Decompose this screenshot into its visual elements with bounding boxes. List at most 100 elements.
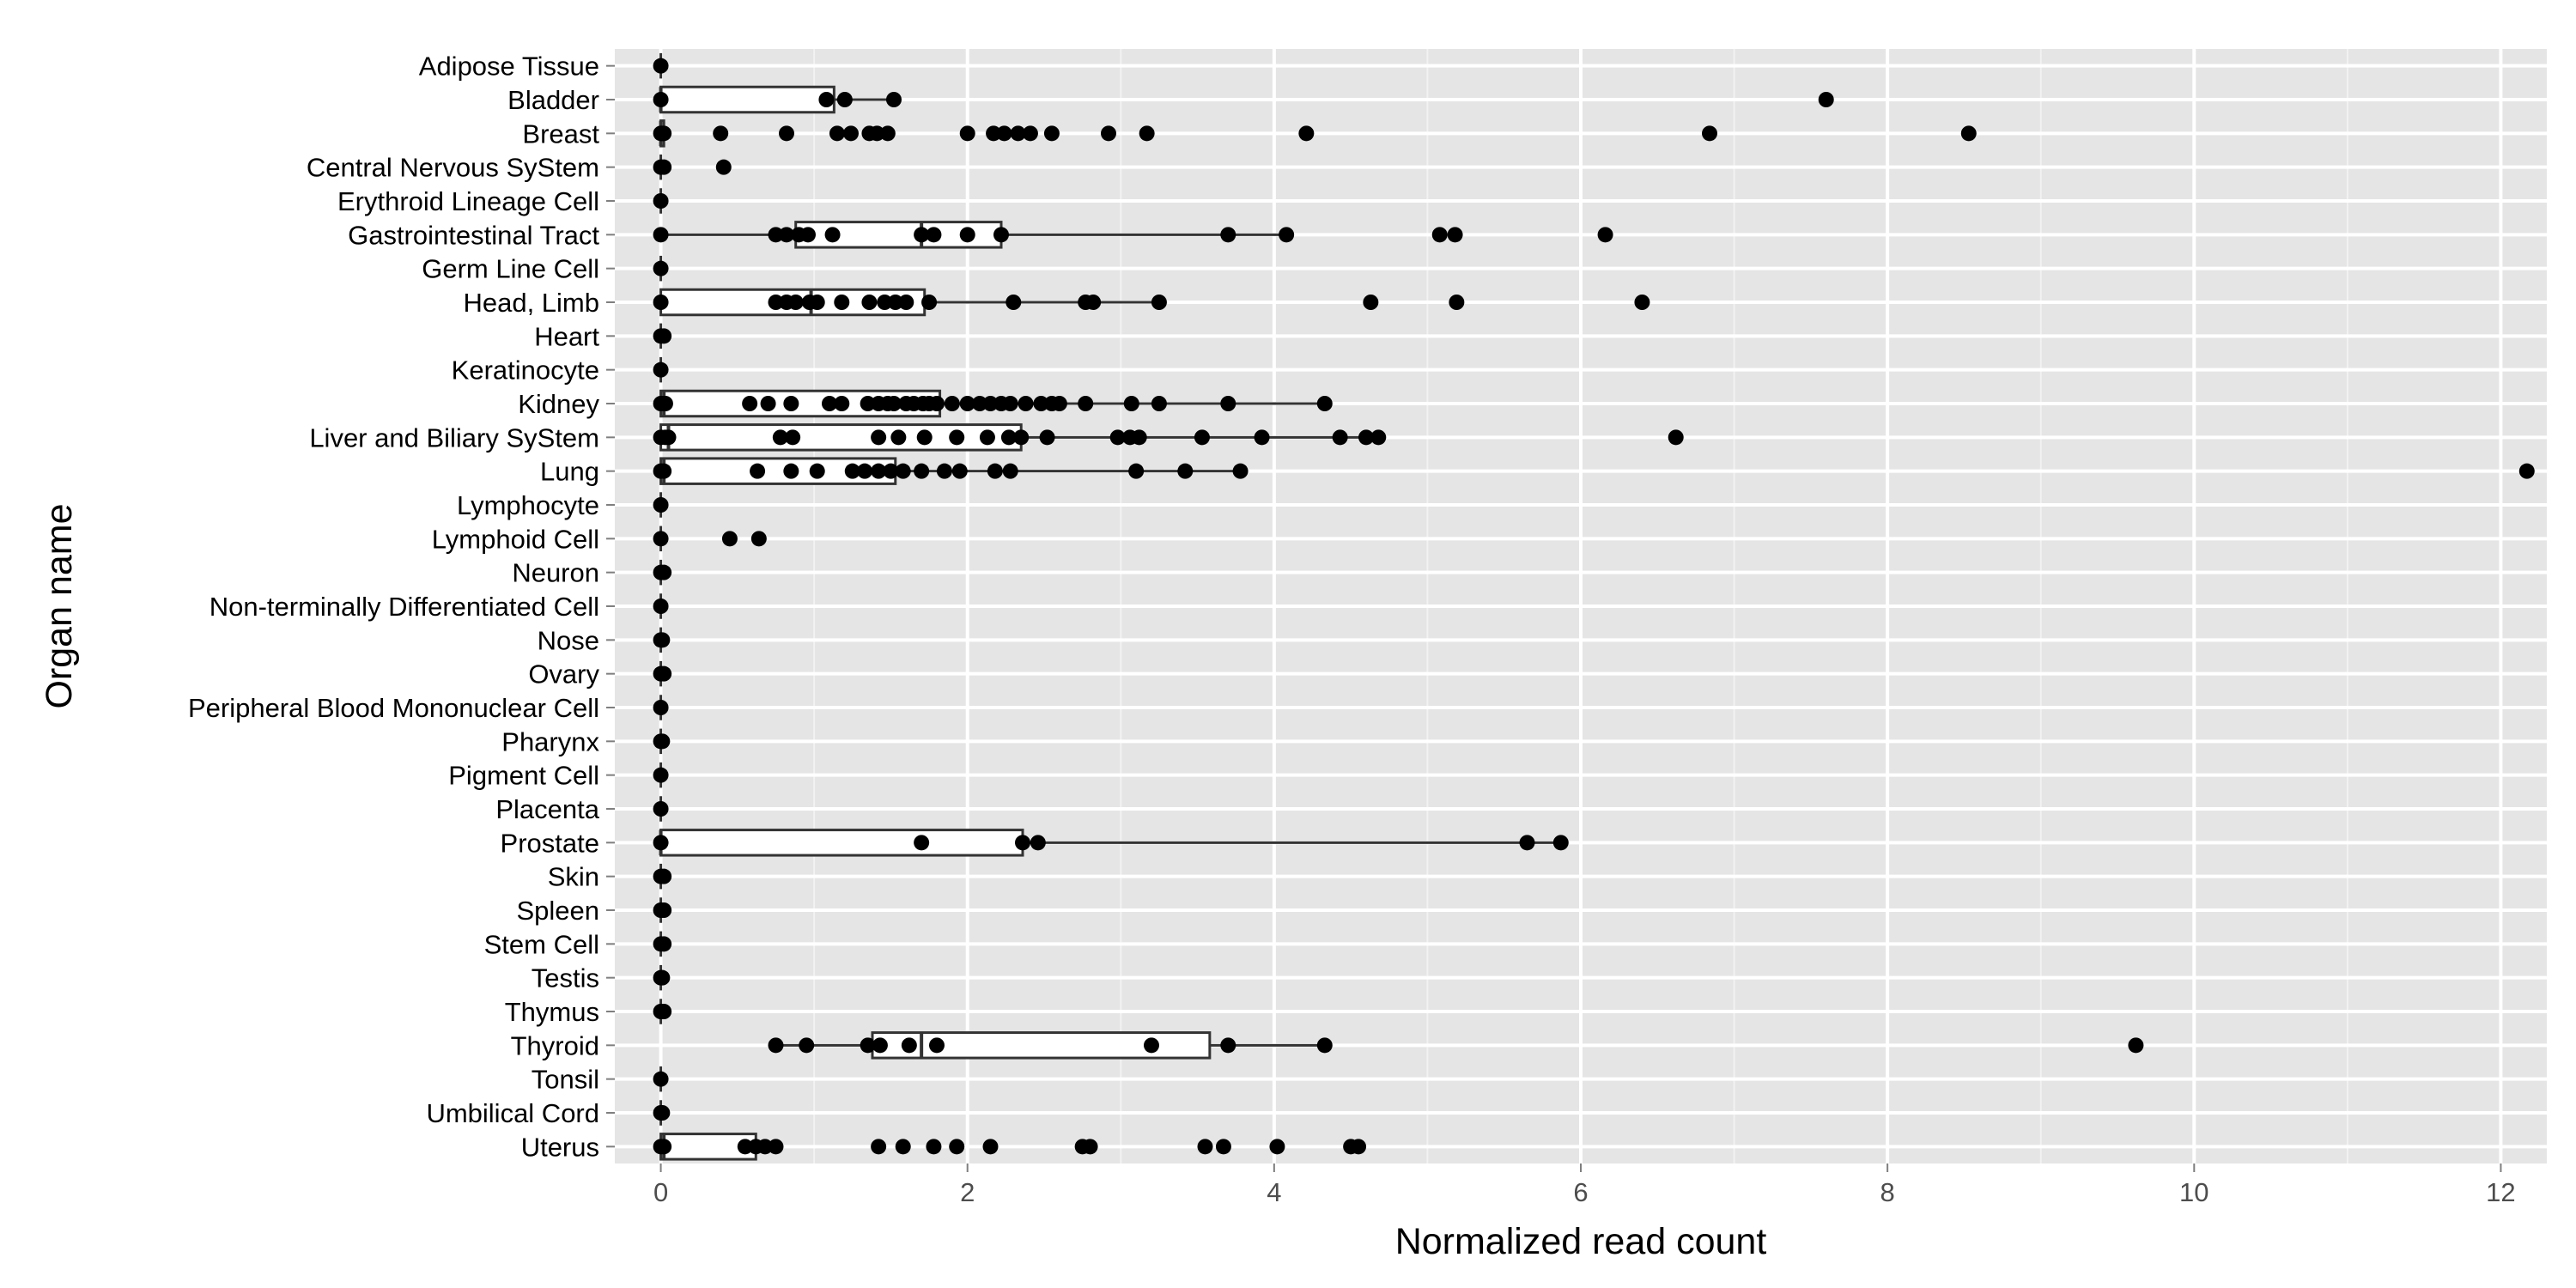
category-label: Tonsil bbox=[532, 1065, 599, 1095]
data-point bbox=[750, 463, 766, 479]
data-point bbox=[890, 429, 907, 446]
category-label: Ovary bbox=[528, 659, 599, 690]
x-axis-title: Normalized read count bbox=[1395, 1221, 1767, 1262]
data-point bbox=[886, 396, 902, 411]
data-point bbox=[656, 936, 672, 952]
category-label: Neuron bbox=[512, 558, 599, 588]
box bbox=[659, 423, 1023, 452]
data-point bbox=[656, 564, 672, 580]
data-point bbox=[1033, 396, 1049, 411]
data-point bbox=[1197, 1139, 1213, 1155]
data-point bbox=[1194, 429, 1210, 446]
data-point bbox=[1000, 429, 1017, 446]
data-point bbox=[653, 260, 669, 276]
data-point bbox=[742, 396, 758, 411]
data-point bbox=[750, 531, 767, 547]
data-point bbox=[921, 295, 938, 310]
category-group bbox=[653, 492, 669, 518]
box bbox=[659, 85, 835, 114]
data-point bbox=[654, 733, 671, 750]
data-point bbox=[1101, 125, 1116, 142]
data-point bbox=[653, 497, 669, 513]
data-point bbox=[951, 463, 968, 479]
data-point bbox=[757, 1139, 773, 1155]
data-point bbox=[654, 632, 671, 648]
data-point bbox=[1668, 429, 1684, 446]
data-point bbox=[656, 159, 672, 175]
data-point bbox=[657, 396, 673, 411]
data-point bbox=[1005, 295, 1022, 310]
category-group bbox=[653, 762, 669, 788]
category-group bbox=[653, 829, 1569, 857]
data-point bbox=[1002, 396, 1018, 411]
data-point bbox=[783, 463, 799, 479]
category-group bbox=[653, 85, 1834, 114]
category-group bbox=[653, 999, 672, 1024]
data-point bbox=[1002, 463, 1018, 479]
category-label: Germ Line Cell bbox=[422, 254, 599, 284]
data-point bbox=[654, 1105, 671, 1121]
data-point bbox=[1351, 1139, 1367, 1155]
data-point bbox=[656, 665, 672, 682]
data-point bbox=[1082, 1139, 1098, 1155]
data-point bbox=[783, 396, 799, 411]
data-point bbox=[1449, 295, 1465, 310]
data-point bbox=[1370, 429, 1387, 446]
data-point bbox=[1363, 295, 1379, 310]
data-point bbox=[887, 295, 903, 310]
data-point bbox=[1139, 125, 1155, 142]
data-point bbox=[656, 1004, 672, 1019]
data-point bbox=[1128, 463, 1145, 479]
category-label: Nose bbox=[538, 625, 599, 655]
category-label: Peripheral Blood Mononuclear Cell bbox=[188, 693, 599, 723]
category-label: Stem Cell bbox=[484, 929, 599, 959]
category-label: Erythroid Lineage Cell bbox=[337, 186, 599, 216]
data-point bbox=[871, 1139, 887, 1155]
data-marks bbox=[653, 52, 2535, 1161]
data-point bbox=[1039, 429, 1055, 446]
data-point bbox=[1298, 125, 1315, 142]
data-point bbox=[656, 463, 672, 479]
data-point bbox=[929, 1037, 945, 1054]
category-group bbox=[653, 423, 1684, 452]
data-point bbox=[779, 227, 794, 243]
data-point bbox=[926, 1139, 942, 1155]
x-tick-label: 6 bbox=[1573, 1177, 1588, 1207]
category-group bbox=[653, 863, 672, 890]
data-point bbox=[982, 1139, 999, 1155]
category-label: Placenta bbox=[495, 794, 599, 824]
data-point bbox=[987, 463, 1003, 479]
data-point bbox=[836, 92, 853, 107]
data-point bbox=[2518, 463, 2535, 479]
data-point bbox=[929, 396, 945, 411]
x-tick-label: 10 bbox=[2179, 1177, 2208, 1207]
category-label: Lung bbox=[540, 457, 599, 487]
category-label: Breast bbox=[522, 118, 599, 149]
category-group bbox=[653, 323, 672, 349]
data-point bbox=[772, 429, 788, 446]
data-point bbox=[895, 463, 911, 479]
category-group bbox=[653, 119, 1977, 148]
category-label: Head, Limb bbox=[463, 288, 599, 318]
category-group bbox=[653, 897, 672, 923]
data-point bbox=[1051, 396, 1067, 411]
data-point bbox=[1043, 125, 1060, 142]
data-point bbox=[1215, 1139, 1231, 1155]
data-point bbox=[861, 295, 878, 310]
data-point bbox=[1818, 92, 1834, 107]
data-point bbox=[653, 700, 669, 715]
category-label: Adipose Tissue bbox=[419, 52, 599, 82]
category-group bbox=[768, 1031, 2144, 1060]
data-point bbox=[653, 193, 669, 209]
data-point bbox=[653, 361, 669, 378]
category-group bbox=[653, 154, 732, 180]
category-group bbox=[653, 288, 1650, 317]
data-point bbox=[843, 125, 859, 142]
category-group bbox=[653, 695, 669, 720]
data-point bbox=[1634, 295, 1650, 310]
data-point bbox=[926, 227, 942, 243]
data-point bbox=[1552, 835, 1569, 851]
data-point bbox=[844, 463, 860, 479]
data-point bbox=[1022, 125, 1038, 142]
data-point bbox=[818, 92, 835, 107]
